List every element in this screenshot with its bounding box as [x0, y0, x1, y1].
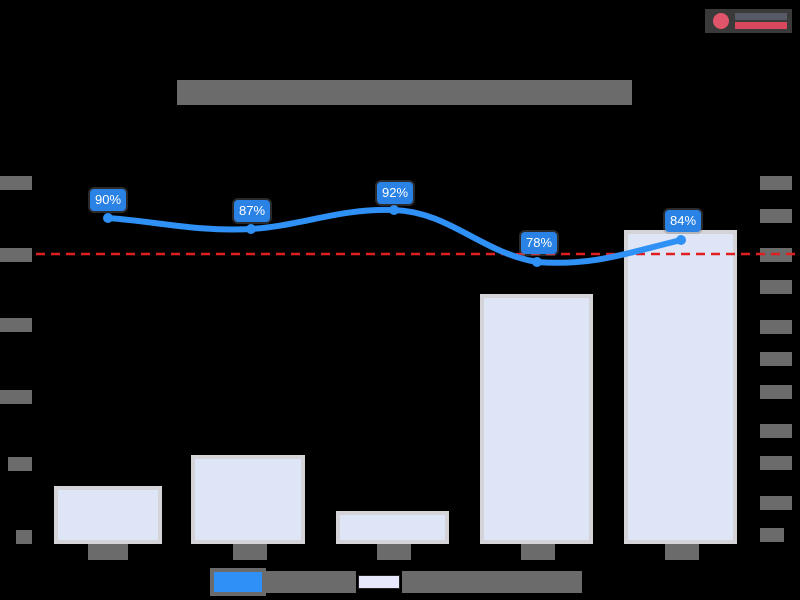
data-label: 92%: [377, 182, 414, 204]
legend: [redacted] [redacted]: [210, 568, 582, 596]
legend-label: [redacted]: [266, 571, 356, 593]
data-label: 78%: [521, 232, 558, 254]
right-axis-tick: [760, 496, 792, 510]
logo-wordmark-top: [735, 13, 787, 20]
bar: [336, 511, 449, 544]
x-axis-label: [cat4]: [521, 544, 555, 560]
bar: [54, 486, 162, 544]
right-axis-tick: [760, 320, 792, 334]
data-point: [103, 213, 113, 223]
right-axis-tick: [760, 385, 792, 399]
right-axis-tick: [760, 280, 792, 294]
bar: [480, 294, 593, 544]
logo-mark-icon: [713, 13, 729, 29]
bar: [191, 455, 305, 544]
x-axis-label: [cat3]: [377, 544, 411, 560]
right-axis-tick: [760, 352, 792, 366]
right-axis-tick: [760, 209, 792, 223]
left-axis-tick: [0, 248, 32, 262]
x-axis-label: [cat5]: [665, 544, 699, 560]
legend-swatch-line: [210, 568, 266, 596]
left-axis-tick: [0, 390, 32, 404]
data-point: [532, 257, 542, 267]
logo-wordmark-bottom: [735, 22, 787, 29]
left-axis-tick: [0, 176, 32, 190]
legend-label: [redacted]: [402, 571, 582, 593]
data-point: [676, 235, 686, 245]
left-axis-tick: [16, 530, 32, 544]
data-label: 87%: [234, 200, 271, 222]
left-axis-tick: [8, 457, 32, 471]
left-axis-tick: [0, 318, 32, 332]
bar: [624, 230, 737, 544]
legend-swatch-bar: [358, 575, 400, 589]
right-axis-tick: [760, 456, 792, 470]
chart-title: [redacted chart title]: [177, 80, 632, 105]
right-axis-tick: [760, 528, 784, 542]
data-point: [246, 224, 256, 234]
data-label: 84%: [665, 210, 702, 232]
bar-series: [54, 230, 737, 544]
right-axis-tick: [760, 176, 792, 190]
right-axis-tick: [760, 424, 792, 438]
data-label: 90%: [90, 189, 127, 211]
x-axis-label: [cat1]: [88, 544, 128, 560]
x-axis-label: [cat2]: [233, 544, 267, 560]
data-point: [389, 205, 399, 215]
brand-logo: [705, 9, 792, 33]
